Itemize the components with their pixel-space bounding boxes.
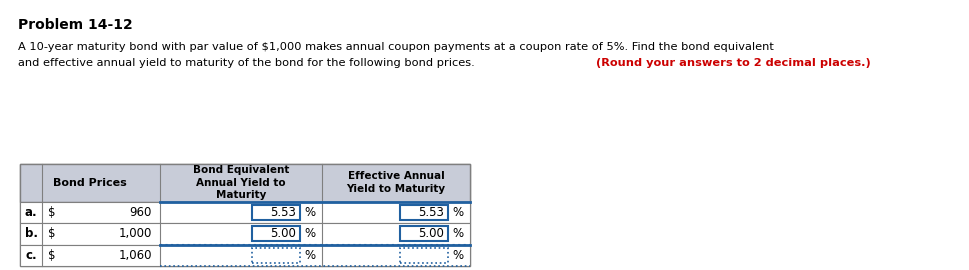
Text: (Round your answers to 2 decimal places.): (Round your answers to 2 decimal places.… bbox=[595, 58, 869, 68]
Text: 1,000: 1,000 bbox=[118, 227, 152, 240]
Text: A 10-year maturity bond with par value of $1,000 makes annual coupon payments at: A 10-year maturity bond with par value o… bbox=[18, 42, 773, 52]
Text: and effective annual yield to maturity of the bond for the following bond prices: and effective annual yield to maturity o… bbox=[18, 58, 478, 68]
Polygon shape bbox=[252, 204, 299, 220]
Text: $: $ bbox=[48, 249, 55, 262]
Text: Problem 14-12: Problem 14-12 bbox=[18, 18, 133, 32]
Text: 960: 960 bbox=[130, 206, 152, 219]
Text: $: $ bbox=[48, 227, 55, 240]
Text: %: % bbox=[304, 206, 315, 219]
Text: 5.00: 5.00 bbox=[418, 227, 444, 240]
Polygon shape bbox=[252, 226, 299, 241]
Text: 5.53: 5.53 bbox=[418, 206, 444, 219]
Text: %: % bbox=[304, 227, 315, 240]
Polygon shape bbox=[20, 164, 470, 201]
Polygon shape bbox=[399, 204, 448, 220]
Text: 5.53: 5.53 bbox=[269, 206, 296, 219]
Text: 1,060: 1,060 bbox=[118, 249, 152, 262]
Polygon shape bbox=[399, 248, 448, 263]
Polygon shape bbox=[20, 245, 470, 266]
Text: Bond Equivalent
Annual Yield to
Maturity: Bond Equivalent Annual Yield to Maturity bbox=[193, 165, 289, 200]
Text: %: % bbox=[452, 206, 463, 219]
Polygon shape bbox=[399, 226, 448, 241]
Text: 5.00: 5.00 bbox=[269, 227, 296, 240]
Polygon shape bbox=[20, 164, 470, 266]
Text: Bond Prices: Bond Prices bbox=[53, 177, 127, 187]
Text: %: % bbox=[452, 227, 463, 240]
Text: %: % bbox=[452, 249, 463, 262]
Text: Effective Annual
Yield to Maturity: Effective Annual Yield to Maturity bbox=[346, 171, 445, 194]
Text: $: $ bbox=[48, 206, 55, 219]
Text: a.: a. bbox=[24, 206, 37, 219]
Polygon shape bbox=[20, 223, 470, 245]
Polygon shape bbox=[252, 248, 299, 263]
Text: c.: c. bbox=[25, 249, 37, 262]
Polygon shape bbox=[20, 201, 470, 223]
Text: b.: b. bbox=[24, 227, 38, 240]
Text: %: % bbox=[304, 249, 315, 262]
